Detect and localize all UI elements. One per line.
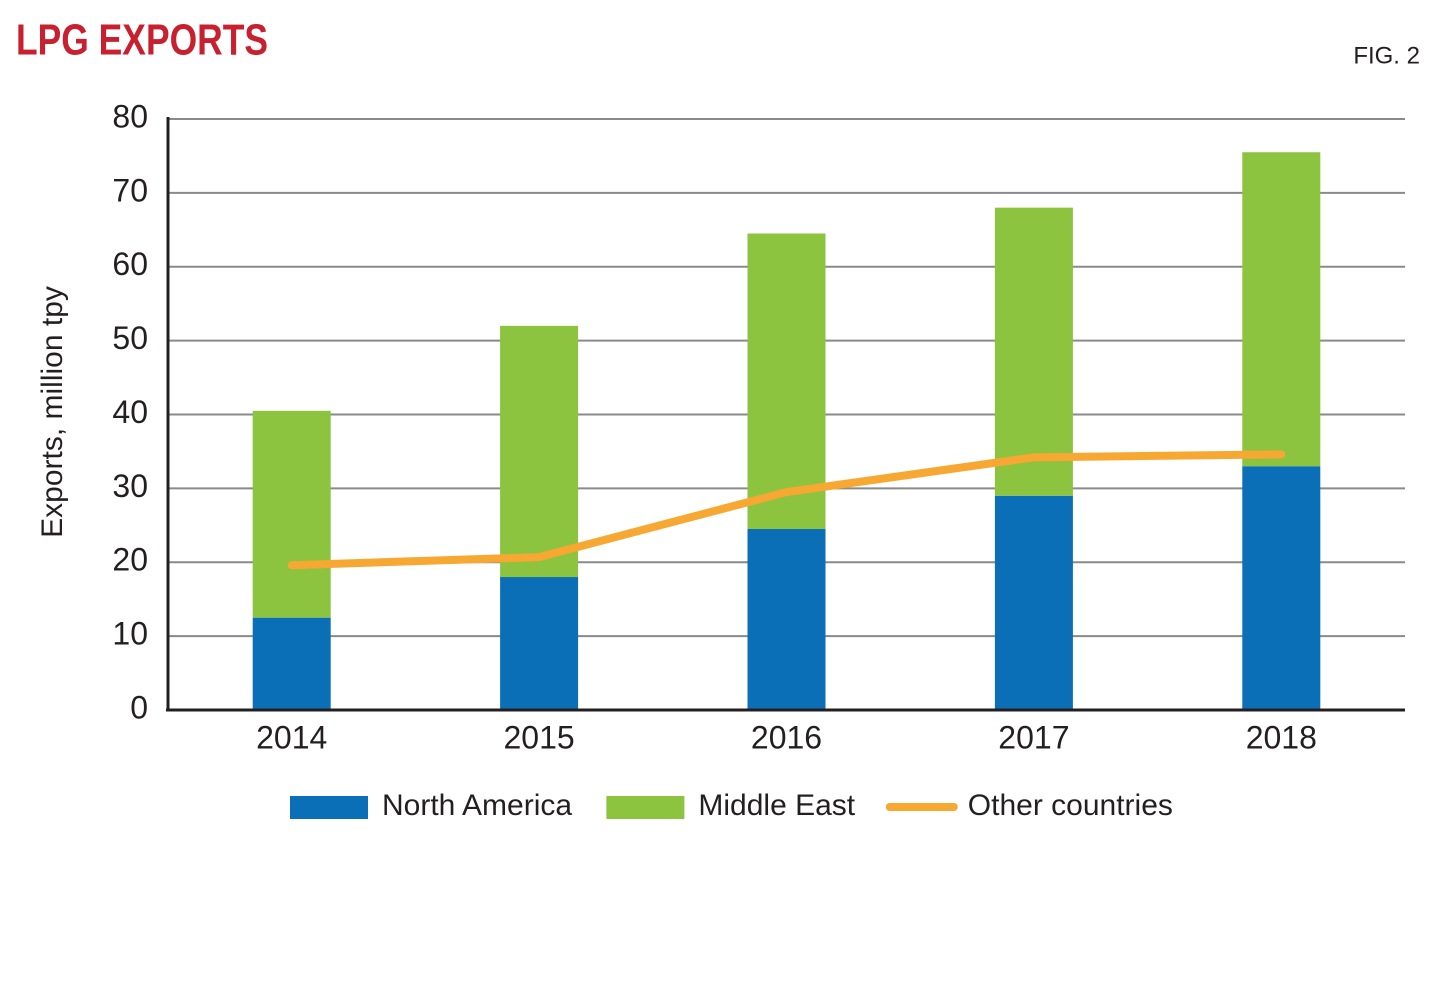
bar-segment	[994, 207, 1073, 496]
x-tick-label: 2017	[998, 719, 1069, 755]
chart-title: LPG EXPORTS	[16, 16, 268, 65]
y-tick-label: 80	[112, 98, 148, 134]
y-tick-label: 30	[112, 468, 148, 504]
y-tick-label: 70	[112, 172, 148, 208]
y-tick-label: 60	[112, 246, 148, 282]
figure-label: FIG. 2	[1353, 42, 1420, 69]
y-axis-label: Exports, million tpy	[36, 286, 69, 538]
y-tick-label: 0	[130, 689, 148, 725]
legend-swatch	[290, 796, 368, 819]
bar-segment	[1242, 152, 1321, 467]
legend-label: Other countries	[968, 789, 1173, 822]
bar-segment	[252, 410, 331, 618]
legend-label: Middle East	[698, 789, 855, 822]
legend-label: North America	[382, 789, 572, 822]
y-tick-label: 20	[112, 542, 148, 578]
line-series	[287, 450, 1286, 570]
y-tick-label: 10	[112, 616, 148, 652]
bar-segment	[747, 233, 826, 530]
x-tick-label: 2014	[256, 719, 327, 755]
y-tick-label: 40	[112, 394, 148, 430]
bar-segment	[994, 495, 1073, 710]
bar-segment	[252, 617, 331, 710]
bar-segment	[747, 529, 826, 710]
x-tick-label: 2015	[504, 719, 575, 755]
x-tick-label: 2018	[1246, 719, 1317, 755]
bar-segment	[500, 577, 579, 710]
bar-segment	[500, 325, 579, 578]
bar-segment	[1242, 466, 1321, 710]
y-tick-label: 50	[112, 320, 148, 356]
legend-swatch	[606, 796, 685, 819]
x-tick-label: 2016	[751, 719, 822, 755]
